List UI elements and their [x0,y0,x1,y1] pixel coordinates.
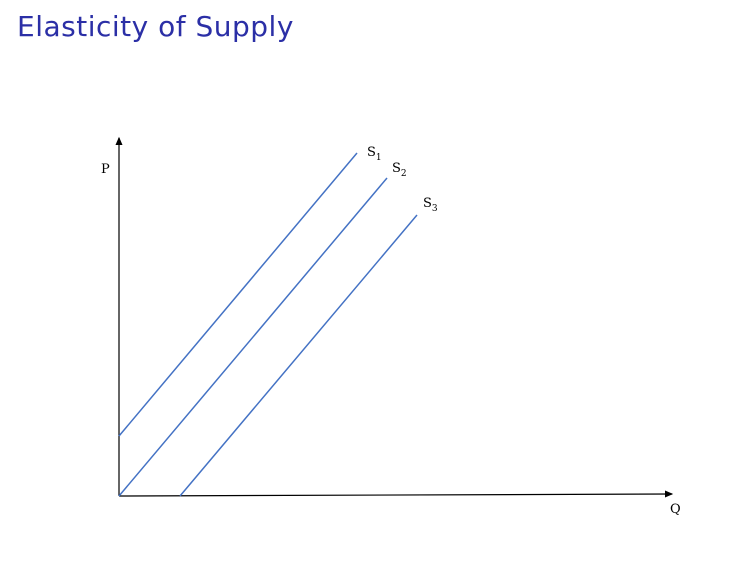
x-axis [118,490,674,498]
supply-curve-s1 [118,152,358,437]
curve-label-s1: S1 [367,145,382,163]
y-axis-label: P [101,162,110,177]
curve-label-s2-subscript: 2 [401,169,407,179]
curve-label-s3: S3 [423,196,438,214]
curve-label-s2-letter: S [392,161,401,176]
curve-label-s3-subscript: 3 [432,204,438,214]
slide-title: Elasticity of Supply [17,10,294,43]
curve-label-s3-letter: S [423,196,432,211]
curve-label-s2: S2 [392,161,407,179]
curve-label-s1-subscript: 1 [376,153,382,163]
supply-curve-s3 [179,214,418,497]
supply-curve-s2 [118,177,388,497]
x-axis-label: Q [670,502,681,517]
curve-label-s1-letter: S [367,145,376,160]
